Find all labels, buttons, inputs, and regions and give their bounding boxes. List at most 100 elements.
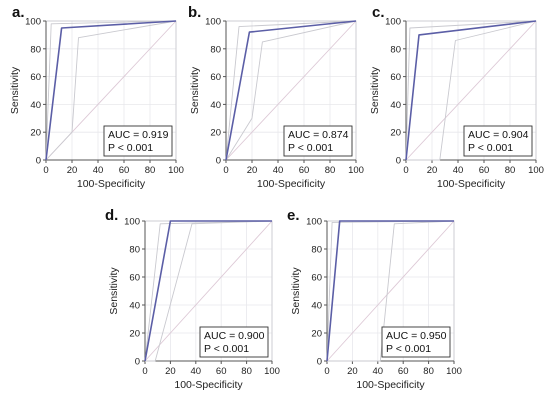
y-axis-title: Sensitivity <box>369 66 381 114</box>
y-tick-label: 0 <box>317 357 322 368</box>
y-axis-title: Sensitivity <box>9 66 21 114</box>
y-tick-label: 40 <box>210 100 221 111</box>
auc-value: AUC = 0.900 <box>204 330 265 342</box>
y-tick-label: 40 <box>390 100 401 111</box>
p-value: P < 0.001 <box>204 343 249 355</box>
x-tick-label: 100 <box>348 165 364 176</box>
ci-upper-line <box>405 20 537 161</box>
y-tick-label: 80 <box>129 245 140 256</box>
x-axis-title: 100-Specificity <box>257 178 326 190</box>
roc-line <box>326 220 454 362</box>
y-tick-label: 80 <box>30 44 41 55</box>
roc-panel-3: c. 0 20 40 60 80 100 0 20 40 60 80 100 100-Specificit… <box>369 4 544 190</box>
y-tick-label: 0 <box>135 357 140 368</box>
p-value: P < 0.001 <box>288 142 333 154</box>
auc-box <box>103 125 173 157</box>
x-tick-label: 40 <box>373 366 384 377</box>
auc-value: AUC = 0.919 <box>108 129 169 141</box>
x-tick-label: 60 <box>216 366 227 377</box>
y-axis-title: Sensitivity <box>189 66 201 114</box>
p-value: P < 0.001 <box>108 142 153 154</box>
x-axis-title: 100-Specificity <box>77 178 146 190</box>
y-tick-label: 20 <box>390 128 401 139</box>
ci-lower-line <box>406 20 537 161</box>
x-tick-label: 80 <box>241 366 252 377</box>
auc-box <box>199 326 269 358</box>
x-tick-label: 40 <box>273 165 284 176</box>
reference-line <box>144 220 273 362</box>
x-tick-label: 100 <box>264 366 280 377</box>
x-tick-label: 60 <box>299 165 310 176</box>
auc-value: AUC = 0.874 <box>288 129 349 141</box>
y-tick-label: 100 <box>385 17 401 28</box>
x-tick-label: 80 <box>325 165 336 176</box>
reference-line <box>405 20 537 161</box>
roc-panel-1: a. 0 20 40 60 80 100 0 20 40 60 80 100 100-Specificit… <box>9 4 184 190</box>
roc-line <box>45 20 177 161</box>
x-tick-label: 40 <box>453 165 464 176</box>
x-tick-label: 20 <box>347 366 358 377</box>
x-tick-label: 40 <box>191 366 202 377</box>
y-tick-label: 100 <box>205 17 221 28</box>
x-tick-label: 60 <box>479 165 490 176</box>
roc-panel-2: b. 0 20 40 60 80 100 0 20 40 60 80 100 100-Specificit… <box>188 4 364 190</box>
x-tick-label: 20 <box>427 165 438 176</box>
reference-line <box>326 220 455 362</box>
y-tick-label: 40 <box>129 301 140 312</box>
x-tick-label: 100 <box>446 366 462 377</box>
y-tick-label: 100 <box>124 217 140 228</box>
x-axis-title: 100-Specificity <box>356 379 425 391</box>
x-axis-title: 100-Specificity <box>174 379 243 391</box>
roc-line <box>405 20 537 161</box>
y-tick-label: 60 <box>129 273 140 284</box>
roc-line <box>225 20 357 161</box>
x-tick-label: 0 <box>142 366 147 377</box>
p-value: P < 0.001 <box>386 343 431 355</box>
y-axis-title: Sensitivity <box>290 267 302 315</box>
x-tick-label: 0 <box>324 366 329 377</box>
x-tick-label: 60 <box>119 165 130 176</box>
x-tick-label: 40 <box>93 165 104 176</box>
ci-upper-line <box>45 20 177 161</box>
y-tick-label: 60 <box>390 72 401 83</box>
auc-box <box>381 326 451 358</box>
x-tick-label: 100 <box>528 165 544 176</box>
y-tick-label: 80 <box>311 245 322 256</box>
auc-value: AUC = 0.904 <box>468 129 529 141</box>
x-tick-label: 20 <box>165 366 176 377</box>
auc-box <box>463 125 533 157</box>
panel-letter: c. <box>372 4 385 21</box>
panel-letter: d. <box>105 207 118 224</box>
roc-line <box>144 220 272 362</box>
y-tick-label: 20 <box>129 329 140 340</box>
x-tick-label: 60 <box>398 366 409 377</box>
ci-upper-line <box>144 220 273 362</box>
y-tick-label: 0 <box>396 156 401 167</box>
ci-lower-line <box>225 20 357 161</box>
roc-panel-5: e. 0 20 40 60 80 100 0 20 40 60 80 100 100-Specificit… <box>287 207 462 391</box>
y-axis-title: Sensitivity <box>108 267 120 315</box>
panel-letter: b. <box>188 4 201 21</box>
y-tick-label: 60 <box>311 273 322 284</box>
y-tick-label: 0 <box>36 156 41 167</box>
x-tick-label: 0 <box>403 165 408 176</box>
y-tick-label: 100 <box>306 217 322 228</box>
y-tick-label: 60 <box>210 72 221 83</box>
ci-lower-line <box>45 20 177 161</box>
panel-letter: a. <box>12 4 25 21</box>
y-tick-label: 60 <box>30 72 41 83</box>
auc-box <box>283 125 353 157</box>
x-tick-label: 0 <box>223 165 228 176</box>
y-tick-label: 80 <box>210 44 221 55</box>
y-tick-label: 20 <box>30 128 41 139</box>
roc-panel-4: d. 0 20 40 60 80 100 0 20 40 60 80 100 100-Specificit… <box>105 207 280 391</box>
ci-lower-line <box>327 220 455 362</box>
x-tick-label: 80 <box>423 366 434 377</box>
auc-value: AUC = 0.950 <box>386 330 447 342</box>
y-tick-label: 20 <box>210 128 221 139</box>
x-tick-label: 20 <box>247 165 258 176</box>
ci-upper-line <box>225 20 357 161</box>
y-tick-label: 80 <box>390 44 401 55</box>
y-tick-label: 0 <box>216 156 221 167</box>
